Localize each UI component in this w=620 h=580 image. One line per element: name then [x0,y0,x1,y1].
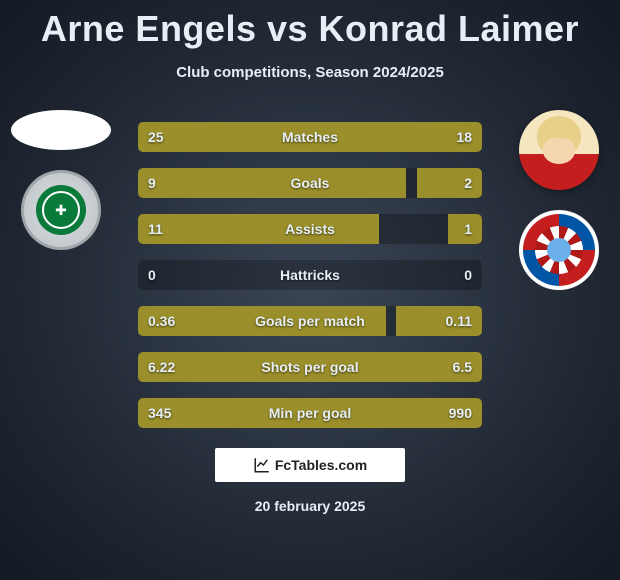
stat-row: 2518Matches [138,122,482,152]
left-player-column [6,110,116,250]
subtitle: Club competitions, Season 2024/2025 [0,64,620,81]
stat-label: Min per goal [138,398,482,428]
player-right-avatar [519,110,599,190]
celtic-badge-icon [36,185,86,235]
club-left-crest [21,170,101,250]
footer-brand-text: FcTables.com [275,457,367,473]
player-left-avatar [11,110,111,150]
stat-label: Shots per goal [138,352,482,382]
stat-row: 111Assists [138,214,482,244]
stat-row: 0.360.11Goals per match [138,306,482,336]
page-title: Arne Engels vs Konrad Laimer [0,0,620,50]
stat-label: Goals [138,168,482,198]
stat-row: 6.226.5Shots per goal [138,352,482,382]
chart-icon [253,456,271,474]
stat-row: 00Hattricks [138,260,482,290]
right-player-column [504,110,614,290]
stat-row: 92Goals [138,168,482,198]
footer-date: 20 february 2025 [0,498,620,514]
club-right-crest [519,210,599,290]
stat-label: Goals per match [138,306,482,336]
stat-label: Matches [138,122,482,152]
stat-row: 345990Min per goal [138,398,482,428]
bayern-badge-icon [547,238,571,262]
footer-brand: FcTables.com [215,448,405,482]
stat-label: Assists [138,214,482,244]
stat-label: Hattricks [138,260,482,290]
stats-container: 2518Matches 92Goals 111Assists 00Hattricks 0… [138,122,482,428]
